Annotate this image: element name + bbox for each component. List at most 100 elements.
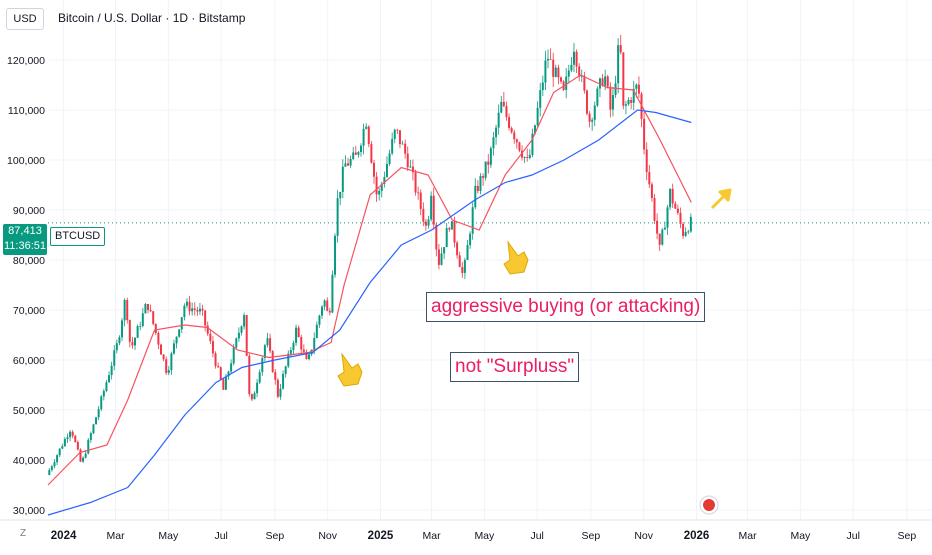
candle-body — [432, 195, 435, 225]
pointing-hand-icon — [337, 352, 363, 387]
candle-body — [284, 366, 287, 374]
candle-body — [617, 45, 620, 84]
candle-body — [357, 152, 360, 155]
candle-body — [604, 76, 607, 86]
candle-body — [370, 144, 373, 163]
candle-body — [611, 95, 614, 110]
candle-body — [536, 107, 539, 126]
candle-body — [630, 100, 633, 103]
candle-body — [206, 325, 209, 334]
candle-body — [271, 351, 274, 373]
candle-body — [222, 379, 225, 390]
candle-body — [89, 433, 92, 440]
candle-body — [214, 353, 217, 367]
candle-body — [406, 153, 409, 168]
candle-body — [676, 208, 679, 213]
time-axis-label: May — [158, 530, 179, 542]
time-axis-label: Mar — [106, 530, 125, 542]
candle-body — [84, 453, 87, 458]
candle-body — [209, 333, 212, 342]
candle-body — [66, 437, 69, 439]
candle-body — [572, 51, 575, 65]
candle-body — [326, 300, 329, 311]
candle-body — [404, 143, 407, 154]
candle-body — [308, 354, 311, 360]
candle-body — [583, 75, 586, 91]
candle-body — [383, 176, 386, 184]
candle-body — [50, 466, 53, 470]
candle-body — [684, 232, 687, 236]
candle-body — [515, 139, 518, 143]
candle-body — [240, 326, 243, 333]
candle-body — [435, 224, 438, 250]
candle-body — [87, 439, 90, 454]
candle-body — [58, 448, 61, 456]
candle-body — [388, 153, 391, 164]
candle-body — [656, 220, 659, 234]
candle-body — [152, 311, 155, 324]
candle-body — [497, 112, 500, 128]
candle-body — [359, 145, 362, 153]
candle-body — [154, 323, 157, 334]
currency-label[interactable]: USD — [6, 8, 44, 30]
candle-body — [502, 101, 505, 107]
time-axis-label: Sep — [898, 530, 917, 542]
time-axis-label: Sep — [582, 530, 601, 542]
candle-body — [565, 76, 568, 90]
annotation-main[interactable]: aggressive buying (or attacking) — [426, 292, 706, 322]
candle-body — [463, 260, 466, 273]
time-axis-label: Jul — [214, 530, 227, 542]
drawing-markers-layer — [337, 188, 732, 515]
candle-body — [489, 148, 492, 165]
candle-body — [593, 105, 596, 120]
candle-body — [56, 455, 59, 463]
candle-body — [414, 172, 417, 193]
candle-body — [232, 347, 235, 364]
candles-layer — [48, 34, 692, 476]
arrow-up-icon — [710, 188, 732, 210]
time-axis-label: Jul — [530, 530, 543, 542]
candle-body — [419, 192, 422, 209]
candle-body — [437, 249, 440, 265]
candle-body — [424, 221, 427, 226]
candle-body — [637, 84, 640, 94]
candle-body — [648, 172, 651, 185]
arrow-up-shape — [710, 188, 732, 210]
candle-body — [528, 154, 531, 158]
candle-body — [669, 188, 672, 208]
candle-body — [554, 67, 557, 77]
price-axis-label: 90,000 — [13, 205, 45, 217]
candle-body — [635, 84, 638, 89]
candle-body — [198, 308, 201, 312]
candle-body — [331, 274, 334, 313]
candle-body — [191, 308, 194, 312]
candle-body — [352, 152, 355, 160]
candle-body — [448, 228, 451, 230]
candle-body — [679, 212, 682, 224]
zoom-reset-button[interactable]: Z — [20, 528, 27, 539]
candle-body — [167, 370, 170, 373]
time-axis-label: Nov — [634, 530, 653, 542]
candle-body — [261, 357, 264, 373]
candle-body — [134, 337, 137, 346]
candle-body — [627, 100, 630, 105]
candle-body — [661, 229, 664, 245]
candle-body — [149, 309, 152, 312]
candle-body — [328, 310, 331, 313]
candle-body — [185, 301, 188, 306]
annotation-sub[interactable]: not "Surpluss" — [450, 352, 580, 382]
moving-average-line — [47, 74, 692, 486]
time-axis-label: Jul — [846, 530, 859, 542]
candle-body — [474, 185, 477, 208]
time-axis: 2024 Mar May Jul Sep Nov 2025 Mar May Jul Sep Nov 20… — [0, 519, 932, 542]
candle-body — [274, 372, 277, 380]
candle-body — [393, 129, 396, 139]
candle-body — [321, 306, 324, 316]
price-axis-label: 120,000 — [7, 55, 45, 67]
candle-body — [269, 338, 272, 352]
candle-body — [318, 315, 321, 325]
candle-body — [159, 344, 162, 355]
candle-body — [689, 216, 692, 232]
